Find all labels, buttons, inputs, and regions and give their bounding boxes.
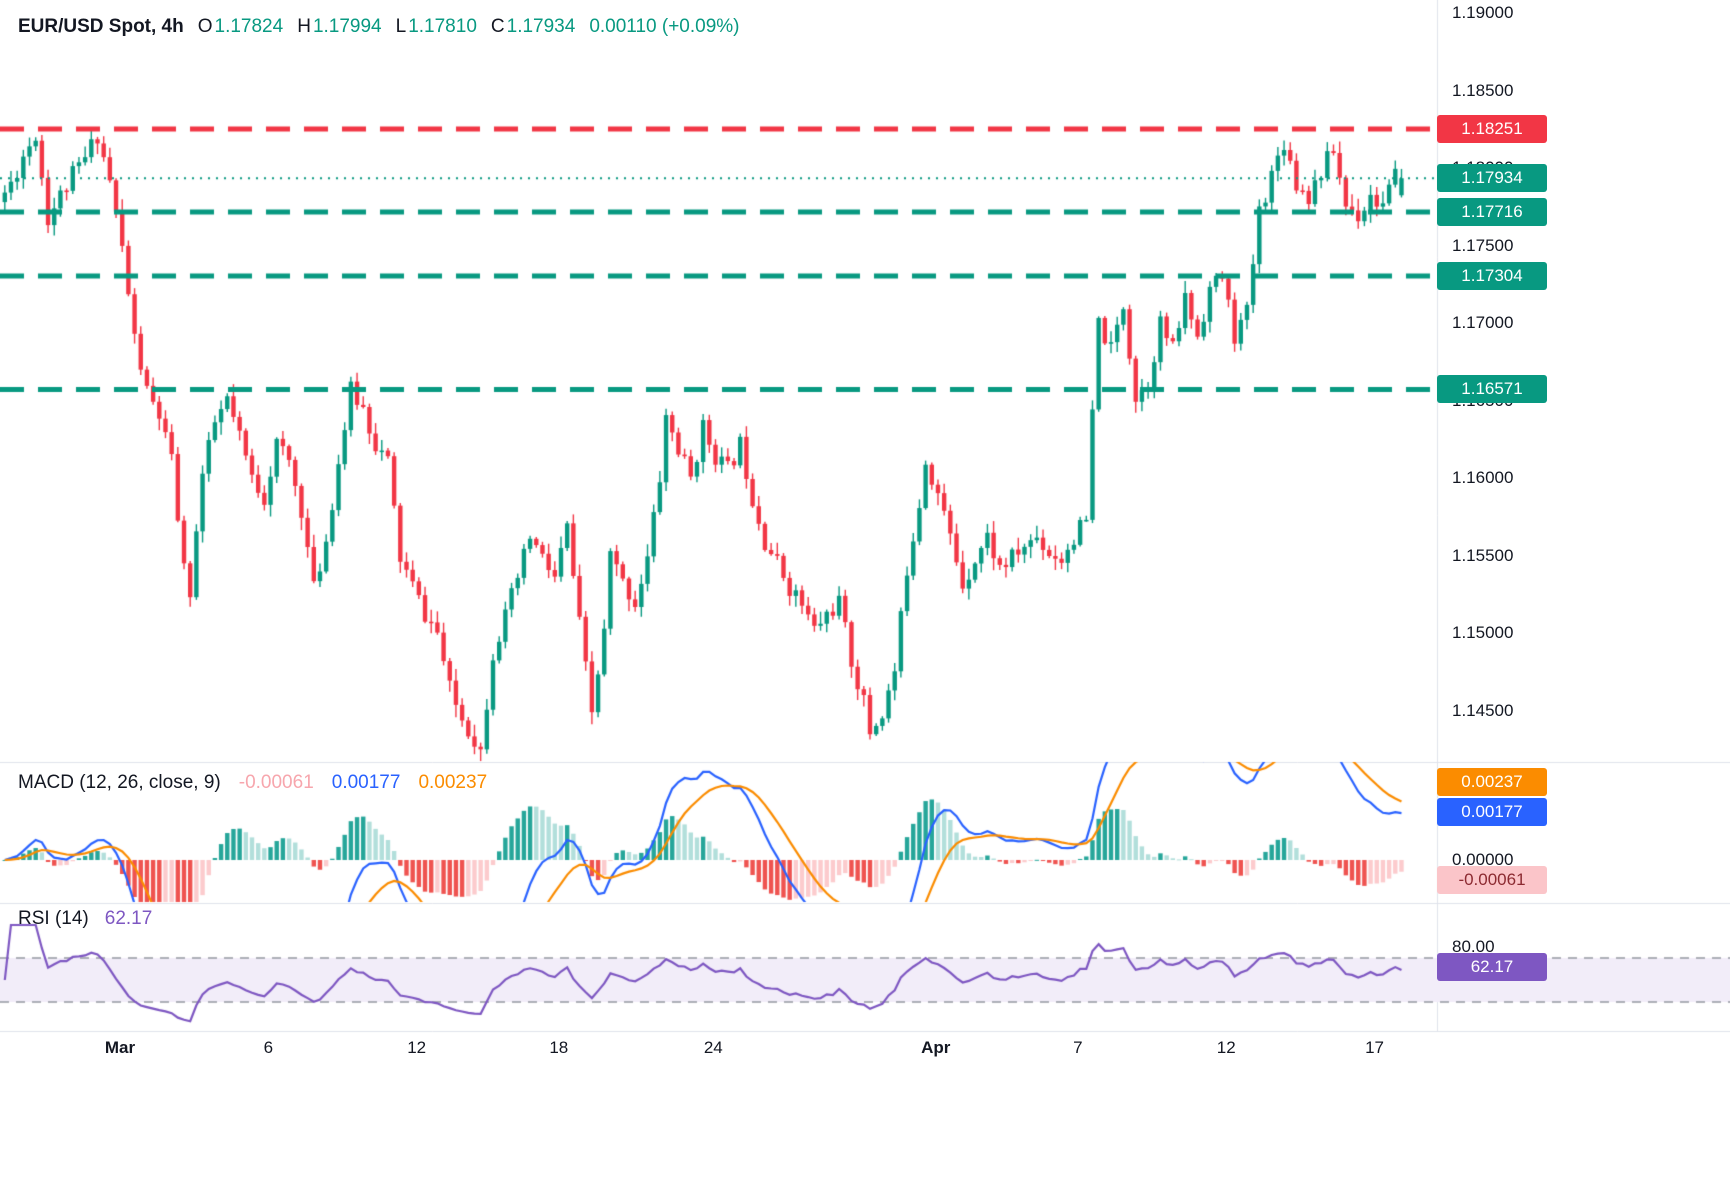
macd-line-badge: 0.00177 bbox=[1437, 797, 1547, 826]
macd-line-value: 0.00177 bbox=[331, 772, 401, 793]
macd-histogram-badge: -0.00061 bbox=[1437, 866, 1547, 895]
symbol-title[interactable]: EUR/USD Spot, 4h bbox=[18, 16, 184, 37]
rsi-legend[interactable]: RSI (14) 62.17 bbox=[18, 908, 152, 930]
macd-signal-value: 0.00237 bbox=[418, 772, 488, 793]
support-level-badge-3[interactable]: 1.16571 bbox=[1437, 375, 1547, 404]
price-tick: 1.19000 bbox=[1452, 3, 1514, 22]
rsi-label: RSI (14) bbox=[18, 908, 89, 929]
price-tick: 1.17500 bbox=[1452, 235, 1514, 255]
price-tick: 1.14500 bbox=[1452, 700, 1514, 720]
macd-signal-badge: 0.00237 bbox=[1437, 767, 1547, 796]
support-level-badge-1[interactable]: 1.17716 bbox=[1437, 198, 1547, 227]
close-value: C 1.17934 bbox=[490, 16, 576, 37]
open-value: O 1.17824 bbox=[197, 16, 284, 37]
price-tick: 1.17000 bbox=[1452, 313, 1514, 332]
price-tick: 1.15500 bbox=[1452, 545, 1514, 565]
support-level-badge-2[interactable]: 1.17304 bbox=[1437, 261, 1547, 290]
rsi-80-tick: 80.00 bbox=[1452, 937, 1495, 956]
macd-label: MACD (12, 26, close, 9) bbox=[18, 772, 221, 793]
change-value: 0.00110 (+0.09%) bbox=[589, 16, 740, 37]
macd-histogram-value: -0.00061 bbox=[238, 772, 314, 793]
symbol-legend: EUR/USD Spot, 4h O 1.17824 H 1.17994 L 1.17… bbox=[18, 16, 740, 38]
macd-zero-tick: 0.00000 bbox=[1452, 850, 1514, 869]
last-price-badge: 1.17934 bbox=[1437, 164, 1547, 193]
rsi-value: 62.17 bbox=[104, 908, 153, 929]
price-tick: 1.18500 bbox=[1452, 80, 1514, 100]
high-value: H 1.17994 bbox=[297, 16, 382, 37]
low-value: L 1.17810 bbox=[395, 16, 477, 37]
macd-legend[interactable]: MACD (12, 26, close, 9) -0.00061 0.00177… bbox=[18, 772, 487, 794]
price-tick: 1.16000 bbox=[1452, 468, 1514, 487]
price-tick: 1.15000 bbox=[1452, 623, 1514, 642]
rsi-value-badge: 62.17 bbox=[1437, 952, 1547, 981]
resistance-level-badge[interactable]: 1.18251 bbox=[1437, 115, 1547, 144]
